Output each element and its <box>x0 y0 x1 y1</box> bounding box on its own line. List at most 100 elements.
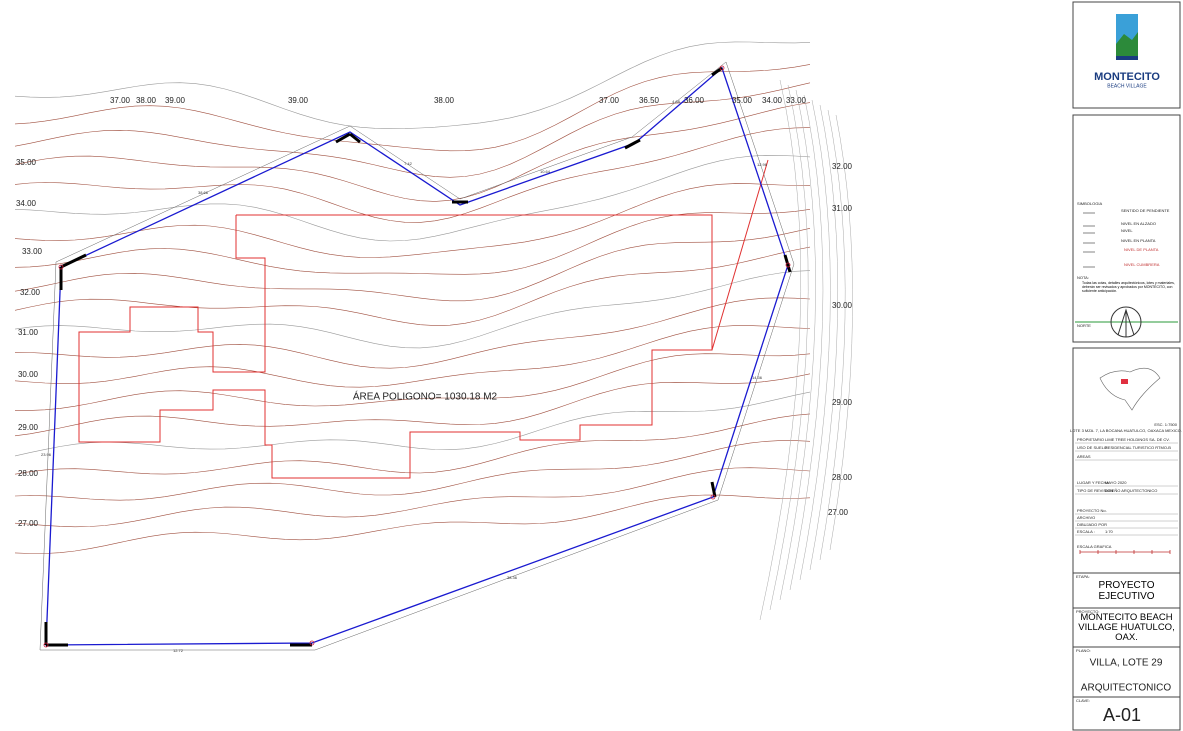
key-label: CLAVE: <box>1076 698 1090 703</box>
side-length: 4.68 <box>672 99 681 104</box>
field-value: RESIDENCIAL TURISTICO RTMO-B <box>1105 445 1171 450</box>
contour-line <box>14 127 811 223</box>
contour-label: 35.00 <box>732 96 753 105</box>
contour-label: 32.00 <box>832 162 853 171</box>
field-value: LIME TREE HOLDINGS SA. DE CV. <box>1105 437 1170 442</box>
key: A-01 <box>1103 705 1141 725</box>
contour-label: 28.00 <box>18 469 39 478</box>
contour-label: 30.00 <box>832 301 853 310</box>
side-length: 7.42 <box>404 161 413 166</box>
contour-line <box>14 413 811 475</box>
location-marker <box>1121 379 1128 384</box>
info-box <box>1072 347 1181 731</box>
side-length: 14.36 <box>752 375 763 380</box>
logo-tagline: BEACH VILLAGE <box>1107 83 1147 89</box>
field-label: TIPO DE REVISION <box>1077 488 1113 493</box>
contour-line <box>14 494 811 554</box>
field-label: AREAS <box>1077 454 1091 459</box>
field-label: ARCHIVO <box>1077 515 1095 520</box>
contour-line <box>779 89 816 601</box>
stage-label: ETAPA: <box>1076 574 1090 579</box>
field-label: PROYECTO No. <box>1077 508 1107 513</box>
field-label: PROPIETARIO <box>1077 437 1104 442</box>
corner-marks <box>44 66 792 647</box>
legend-item: NIVEL EN ALZADO <box>1121 221 1156 226</box>
logo-name: MONTECITO <box>1094 71 1160 83</box>
contour-line <box>14 246 811 326</box>
field-label: LUGAR Y FECHA <box>1077 480 1109 485</box>
corner-points <box>43 65 791 648</box>
contour-label: 31.00 <box>18 328 39 337</box>
field-value: MAYO 2020 <box>1105 480 1127 485</box>
legend-item: NIVEL EN PLANTA <box>1121 238 1156 243</box>
contour-label: 37.00 <box>599 96 620 105</box>
note-title: NOTA: <box>1077 275 1089 280</box>
contour-label: 29.00 <box>832 398 853 407</box>
side-length: 38.36 <box>507 575 518 580</box>
plan-label: PLANO: <box>1076 648 1091 653</box>
contour-line <box>14 209 811 275</box>
contour-line <box>14 391 811 457</box>
contour-line <box>14 270 811 349</box>
contour-line <box>14 440 811 501</box>
legend-item: SENTIDO DE PENDIENTE <box>1121 208 1170 213</box>
contour-label: 38.00 <box>136 96 157 105</box>
contour-line <box>14 228 811 302</box>
project: MONTECITO BEACH VILLAGE HUATULCO, OAX. <box>1078 613 1174 643</box>
logo-mark <box>1116 14 1138 44</box>
location-scale: ESC. 1:7500 <box>1154 422 1177 427</box>
contour-label: 37.00 <box>110 96 131 105</box>
legend-item: NIVEL <box>1121 228 1133 233</box>
lot-offset <box>39 61 795 651</box>
logo-hills <box>1116 32 1138 56</box>
field-value: 1:70 <box>1105 529 1114 534</box>
contour-label: 39.00 <box>288 96 309 105</box>
contour-label: 39.00 <box>165 96 186 105</box>
contour-line <box>14 102 811 202</box>
contour-line <box>14 297 811 369</box>
contour-label: 28.00 <box>832 473 853 482</box>
stage: PROYECTO EJECUTIVO <box>1098 580 1154 602</box>
field-label: USO DE SUELO <box>1077 445 1107 450</box>
red-line <box>711 159 769 351</box>
contour-line <box>789 94 824 591</box>
contours <box>14 41 853 621</box>
plan: VILLA, LOTE 29 <box>1090 658 1163 669</box>
contour-label: 34.00 <box>762 96 783 105</box>
side-length: 12.72 <box>173 648 184 653</box>
note: Todas las cotas, detalles arquitectónico… <box>1082 281 1175 293</box>
building-outline <box>78 214 713 479</box>
contour-label: 36.50 <box>639 96 660 105</box>
contour-line <box>14 64 811 152</box>
legend-item: NIVEL DE PLANTA <box>1124 247 1159 252</box>
contour-label: 38.00 <box>434 96 455 105</box>
contour-label: 36.00 <box>684 96 705 105</box>
contour-label: 27.00 <box>18 519 39 528</box>
side-length: 12.96 <box>757 162 768 167</box>
contour-label: 27.00 <box>828 508 849 517</box>
contour-line <box>14 154 811 242</box>
logo-sea <box>1116 56 1138 60</box>
location-map <box>1099 367 1161 411</box>
note-text: Todas las cotas, detalles arquitectónico… <box>1082 281 1175 293</box>
side-length: 38.66 <box>198 190 209 195</box>
contour-label: 32.00 <box>20 288 41 297</box>
logo-box <box>1072 1 1181 109</box>
contour-label: 31.00 <box>832 204 853 213</box>
contour-line <box>809 104 839 571</box>
legend-title: SIMBOLOGIA <box>1077 201 1102 206</box>
contour-line <box>759 79 802 621</box>
north-arrow <box>1117 308 1135 337</box>
contour-line <box>14 467 811 528</box>
field-label: DIBUJADO POR <box>1077 522 1107 527</box>
legend-item: NIVEL CUMBRERA <box>1124 262 1160 267</box>
area-label: ÁREA POLIGONO= 1030.18 M2 <box>353 390 498 403</box>
contour-label: 33.00 <box>786 96 807 105</box>
graphic-scale <box>1079 550 1171 554</box>
side-length: 23.96 <box>41 452 52 457</box>
contour-label: 34.00 <box>16 199 37 208</box>
lot-polygon <box>45 66 789 646</box>
contour-line <box>799 99 831 581</box>
contour-line <box>14 373 811 437</box>
